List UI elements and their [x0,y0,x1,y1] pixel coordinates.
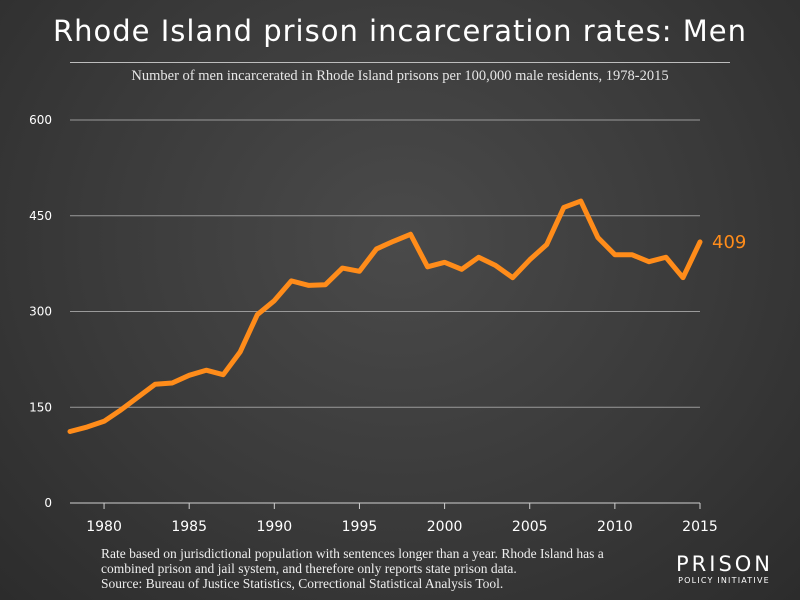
x-tick-label-2005: 2005 [512,519,548,535]
footnote: Rate based on jurisdictional population … [101,546,604,591]
x-tick-label-2010: 2010 [597,519,633,535]
x-tick-label-1980: 1980 [86,519,122,535]
end-value-label: 409 [712,232,746,253]
x-tick-label-2000: 2000 [427,519,463,535]
x-tick-label-1990: 1990 [257,519,293,535]
logo-sub-text: POLICY INITIATIVE [678,576,770,585]
footnote-source: Source: Bureau of Justice Statistics, Co… [101,576,504,591]
series-line-0 [67,198,703,435]
prison-policy-initiative-logo: PRISON POLICY INITIATIVE [676,553,772,586]
chart-subtitle: Number of men incarcerated in Rhode Isla… [131,68,669,84]
y-tick-label-450: 450 [29,209,52,223]
footnote-line-1: Rate based on jurisdictional population … [101,546,604,561]
logo-main-text: PRISON [676,552,774,576]
x-tick-label-1995: 1995 [342,519,378,535]
x-tick-label-2015: 2015 [682,519,718,535]
y-tick-label-0: 0 [44,496,52,510]
y-tick-label-150: 150 [29,400,52,414]
y-tick-label-600: 600 [29,113,52,127]
x-tick-label-1985: 1985 [171,519,207,535]
title-divider [70,62,730,63]
chart-title: Rhode Island prison incarceration rates:… [52,14,747,48]
footnote-line-2: combined prison and jail system, and the… [101,561,517,576]
y-tick-label-300: 300 [29,305,52,319]
